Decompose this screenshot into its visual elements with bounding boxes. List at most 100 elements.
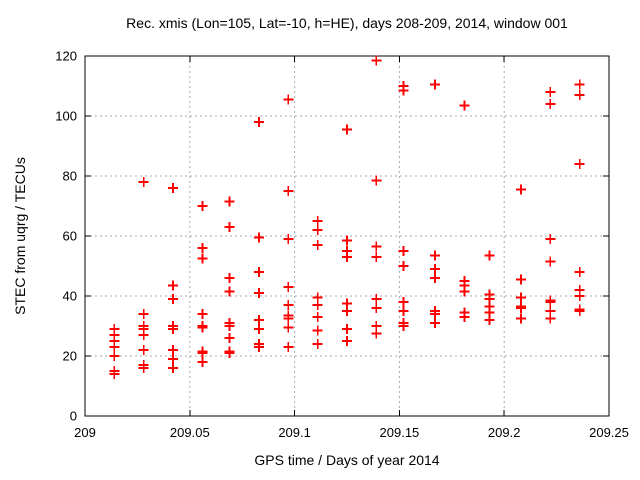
data-point-marker: [109, 369, 120, 379]
data-point-marker: [371, 303, 382, 313]
data-point-marker: [253, 315, 264, 325]
data-point-marker: [253, 117, 264, 127]
data-point-marker: [342, 124, 352, 135]
data-point-marker: [545, 313, 556, 324]
data-point-marker: [545, 256, 556, 267]
data-point-marker: [484, 250, 495, 261]
data-point-marker: [574, 306, 585, 316]
data-point-marker: [515, 292, 526, 303]
data-point-marker: [398, 306, 409, 316]
data-point-marker: [224, 222, 235, 232]
data-point-marker: [224, 321, 235, 331]
x-tick-label: 209: [74, 425, 96, 440]
data-point-marker: [515, 303, 526, 313]
data-point-marker: [484, 315, 495, 325]
data-point-marker: [253, 324, 264, 334]
data-point-marker: [430, 318, 441, 328]
y-tick-label: 20: [63, 349, 77, 364]
data-point-marker: [197, 309, 208, 319]
data-point-marker: [168, 183, 179, 193]
data-point-marker: [283, 300, 294, 310]
data-point-marker: [430, 309, 441, 319]
data-point-marker: [371, 55, 382, 66]
data-point-marker: [574, 291, 585, 301]
data-point-marker: [224, 196, 235, 207]
data-point-marker: [342, 252, 352, 262]
data-point-marker: [459, 286, 470, 297]
data-point-marker: [371, 241, 382, 252]
data-point-marker: [312, 325, 323, 336]
data-points: [109, 55, 585, 379]
data-point-marker: [197, 201, 208, 211]
data-point-marker: [459, 312, 470, 322]
data-point-marker: [138, 363, 149, 373]
grid: [85, 56, 609, 416]
data-point-marker: [371, 328, 382, 339]
data-point-marker: [312, 300, 323, 310]
data-point-marker: [342, 306, 352, 316]
data-point-marker: [253, 232, 264, 243]
data-point-marker: [545, 297, 556, 307]
data-point-marker: [430, 273, 441, 283]
data-point-marker: [430, 79, 441, 90]
data-point-marker: [224, 273, 235, 283]
data-point-marker: [398, 321, 409, 331]
data-point-marker: [430, 264, 441, 274]
data-point-marker: [197, 253, 208, 264]
y-tick-label: 0: [70, 409, 77, 424]
data-point-marker: [515, 313, 526, 324]
data-point-marker: [168, 280, 179, 291]
data-point-marker: [312, 312, 323, 322]
data-point-marker: [283, 313, 294, 324]
data-point-marker: [371, 175, 382, 186]
data-point-marker: [224, 286, 235, 297]
data-point-marker: [342, 324, 352, 334]
data-point-marker: [138, 345, 149, 355]
y-tick-label: 100: [55, 109, 77, 124]
data-point-marker: [283, 186, 294, 196]
data-point-marker: [283, 282, 294, 292]
data-point-marker: [168, 294, 179, 304]
data-point-marker: [398, 297, 409, 307]
data-point-marker: [253, 342, 264, 352]
data-point-marker: [253, 288, 264, 298]
data-point-marker: [197, 357, 208, 367]
x-tick-label: 209.15: [380, 425, 420, 440]
data-point-marker: [283, 234, 294, 244]
data-point-marker: [168, 345, 179, 355]
data-point-marker: [545, 87, 556, 97]
data-point-marker: [545, 99, 556, 109]
data-point-marker: [197, 322, 208, 333]
data-point-marker: [574, 79, 585, 90]
data-point-marker: [515, 184, 526, 195]
data-point-marker: [545, 234, 556, 244]
data-point-marker: [197, 348, 208, 358]
data-point-marker: [398, 246, 409, 256]
data-point-marker: [342, 336, 352, 346]
data-point-marker: [138, 309, 149, 319]
data-point-marker: [312, 339, 323, 349]
x-axis-label: GPS time / Days of year 2014: [254, 452, 440, 468]
x-tick-label: 209.1: [278, 425, 311, 440]
data-point-marker: [574, 90, 585, 100]
data-point-marker: [574, 267, 585, 277]
y-tick-label: 120: [55, 49, 77, 64]
data-point-marker: [224, 333, 235, 343]
data-point-marker: [138, 330, 149, 340]
data-point-marker: [224, 348, 235, 358]
chart-title: Rec. xmis (Lon=105, Lat=-10, h=HE), days…: [126, 15, 568, 31]
tick-labels: 209 209.05 209.1 209.15 209.2 209.25 0 20 40 60 80…: [55, 49, 629, 441]
y-tick-label: 40: [63, 289, 77, 304]
x-tick-label: 209.25: [589, 425, 629, 440]
data-point-marker: [168, 363, 179, 373]
data-point-marker: [283, 342, 294, 352]
data-point-marker: [430, 250, 441, 261]
data-point-marker: [168, 354, 179, 364]
data-point-marker: [283, 322, 294, 333]
data-point-marker: [283, 94, 294, 105]
data-point-marker: [371, 294, 382, 304]
data-point-marker: [371, 252, 382, 262]
data-point-marker: [138, 177, 149, 187]
